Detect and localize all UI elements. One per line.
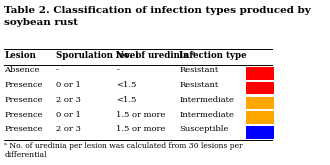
Text: Intermediate: Intermediate [179,111,234,119]
Text: -: - [116,66,119,74]
Text: Lesion: Lesion [4,51,36,60]
Text: ᵃ No. of uredinia per lesion was calculated from 30 lesions per
differential: ᵃ No. of uredinia per lesion was calcula… [4,142,243,159]
Text: Absence: Absence [4,66,40,74]
FancyBboxPatch shape [246,111,274,124]
Text: 0 or 1: 0 or 1 [56,81,81,89]
Text: Resistant: Resistant [179,81,218,89]
Text: Resistant: Resistant [179,66,218,74]
Text: Infection type: Infection type [179,51,247,60]
Text: Intermediate: Intermediate [179,96,234,104]
Text: Presence: Presence [4,96,43,104]
Text: -: - [56,66,59,74]
Text: 2 or 3: 2 or 3 [56,96,81,104]
FancyBboxPatch shape [246,82,274,94]
Text: 2 or 3: 2 or 3 [56,125,81,133]
Text: <1.5: <1.5 [116,96,137,104]
Text: Table 2. Classification of infection types produced by
soybean rust: Table 2. Classification of infection typ… [4,6,311,27]
Text: Sporulation level: Sporulation level [56,51,139,60]
Text: Presence: Presence [4,125,43,133]
FancyBboxPatch shape [246,97,274,109]
Text: Presence: Presence [4,111,43,119]
Text: <1.5: <1.5 [116,81,137,89]
Text: 1.5 or more: 1.5 or more [116,111,166,119]
FancyBboxPatch shape [246,126,274,139]
Text: 1.5 or more: 1.5 or more [116,125,166,133]
Text: No. of uredinia ᵃ: No. of uredinia ᵃ [116,51,196,60]
Text: Susceptible: Susceptible [179,125,229,133]
FancyBboxPatch shape [246,67,274,80]
Text: 0 or 1: 0 or 1 [56,111,81,119]
Text: Presence: Presence [4,81,43,89]
